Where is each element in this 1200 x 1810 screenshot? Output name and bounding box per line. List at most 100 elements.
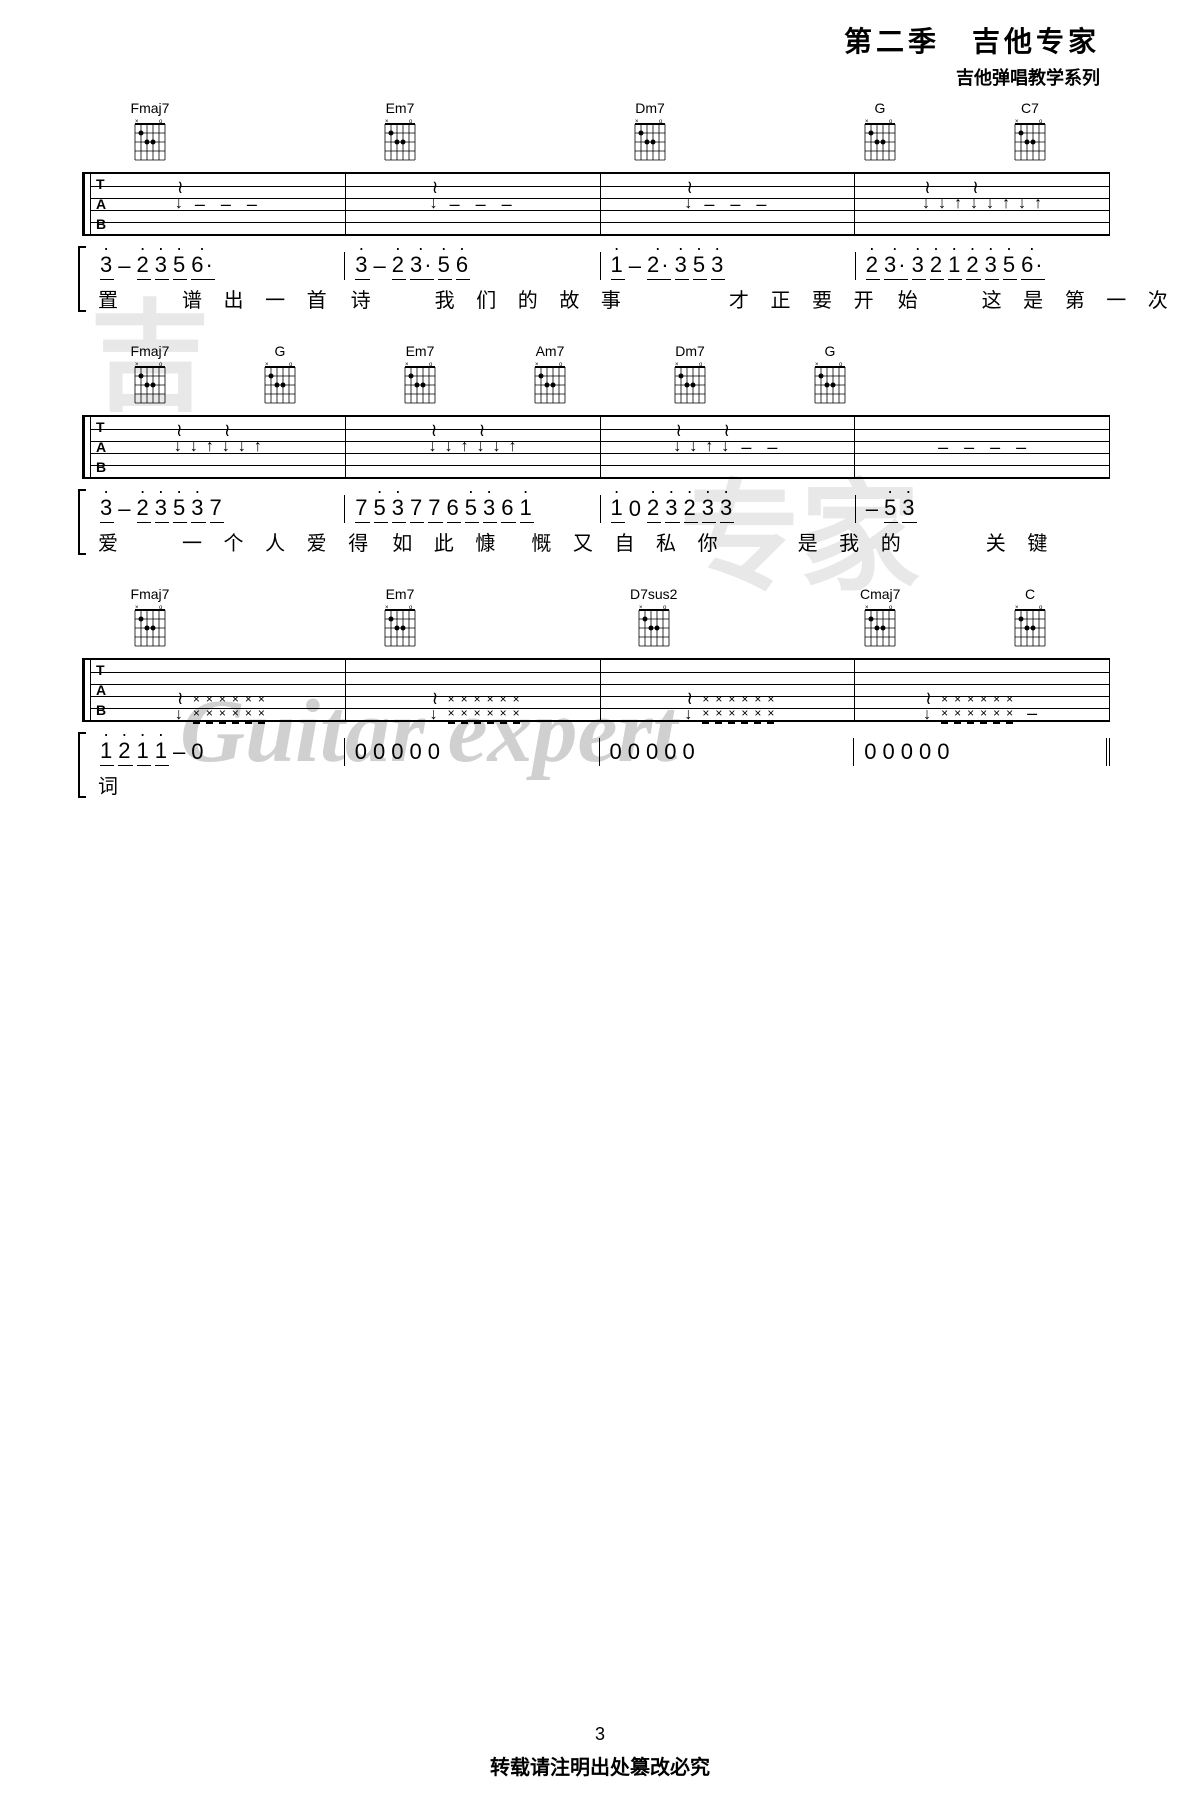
note: 7 (355, 495, 369, 523)
chord-name: Dm7 (675, 343, 705, 359)
mute-icon: ×× (967, 692, 974, 720)
jianpu-measure: 3 – 2 3 5 6· (90, 252, 345, 280)
strum-down-icon: ↓ (430, 706, 438, 724)
mute-icon: ×× (245, 692, 252, 720)
rest: – (964, 437, 974, 458)
note: 1 (611, 495, 625, 523)
strum-down-icon: ↓ (673, 438, 681, 456)
chord-name: D7sus2 (630, 586, 677, 602)
note: 3 (100, 495, 114, 523)
chord-block: G×o (260, 343, 300, 409)
note: 5 (1003, 252, 1017, 280)
tab-measure: ↓↓↑↓↓↑ (346, 417, 600, 477)
note: 3 (675, 252, 689, 280)
note: 0 (901, 739, 915, 765)
rest: – (1027, 703, 1037, 724)
music-system: Fmaj7×oEm7×oD7sus2×oCmaj7×oC×oTAB↓××××××… (90, 586, 1110, 799)
lyric-measure: 关 键 (922, 527, 1110, 556)
tab-measure: ↓↓↑↓–– (601, 417, 855, 477)
lyric-measure: 始 这 是 第 一 次 (890, 284, 1184, 313)
lyric-measure (600, 770, 855, 799)
chord-diagram: ×o (1010, 604, 1050, 652)
svg-text:×: × (135, 362, 139, 368)
jianpu-measure: 0 0 0 0 0 (854, 738, 1110, 766)
mute-icon: ×× (767, 692, 774, 720)
tab-staff: TAB↓–––↓–––↓–––↓↓↑↓↓↑↓↑ (90, 172, 1110, 236)
mute-icon: ×× (941, 692, 948, 720)
chord-diagram: ×o (670, 361, 710, 409)
strum-up-icon: ↑ (954, 195, 962, 213)
lyric-row: 爱 一 个 人 爱 得如 此 慷 慨 又 自 私 你 是 我 的 关 键 (90, 527, 1110, 556)
svg-text:×: × (675, 362, 679, 368)
mute-icon: ×× (980, 692, 987, 720)
note: 3 (902, 495, 916, 523)
note: 6· (191, 252, 215, 280)
svg-text:×: × (635, 119, 639, 125)
note: 0 (883, 739, 897, 765)
mute-icon: ×× (461, 692, 468, 720)
chord-diagram: ×o (400, 361, 440, 409)
lyric-measure: 诗 我 们 的 故 事 (343, 284, 637, 313)
tab-measure: ↓––– (346, 174, 600, 234)
note: 6· (1021, 252, 1045, 280)
note: 2 (866, 252, 880, 280)
tab-measure: ↓––– (91, 174, 345, 234)
lyric-row: 置 谱 出 一 首诗 我 们 的 故 事 才 正 要 开始 这 是 第 一 次 (90, 284, 1110, 313)
note: 5 (173, 495, 187, 523)
strum-up-icon: ↑ (1034, 195, 1042, 213)
chord-row: Fmaj7×oG×oEm7×oAm7×oDm7×oG×o (90, 343, 1110, 413)
note: 0 (864, 739, 878, 765)
lyric-row: 词 (90, 770, 1110, 799)
chord-block: Em7×o (400, 343, 440, 409)
strum-down-icon: ↓ (477, 438, 485, 456)
chord-block: Am7×o (530, 343, 570, 409)
svg-text:×: × (815, 362, 819, 368)
note: 0 (610, 739, 624, 765)
chord-block: Em7×o (380, 100, 420, 166)
strum-down-icon: ↓ (684, 706, 692, 724)
mute-icon: ×× (258, 692, 265, 720)
svg-text:×: × (405, 362, 409, 368)
strum-down-icon: ↓ (938, 195, 946, 213)
strum-down-icon: ↓ (445, 438, 453, 456)
note: 1 (611, 252, 625, 280)
jianpu-row: 3 – 2 3 5 3 7 7 5 3 7 7 6 5 3 6 1 1 0 2 … (90, 495, 1110, 523)
rest: – (756, 194, 766, 215)
rest: – (741, 437, 751, 458)
svg-text:×: × (639, 605, 643, 611)
strum-down-icon: ↓ (430, 195, 438, 213)
chord-block: D7sus2×o (630, 586, 677, 652)
note: 3· (884, 252, 908, 280)
chord-block: G×o (810, 343, 850, 409)
chord-block: Fmaj7×o (130, 586, 170, 652)
chord-diagram: ×o (810, 361, 850, 409)
mute-icon: ×× (474, 692, 481, 720)
mute-icon: ×× (741, 692, 748, 720)
note: – (173, 739, 187, 765)
note: 3 (100, 252, 114, 280)
chord-diagram: ×o (530, 361, 570, 409)
note: 2 (966, 252, 980, 280)
tab-measure: ↓↓↑↓↓↑ (91, 417, 345, 477)
rest: – (450, 194, 460, 215)
tab-measure: ↓↓↑↓↓↑↓↑ (855, 174, 1109, 234)
note: – (118, 253, 132, 279)
header-subtitle: 吉他弹唱教学系列 (0, 64, 1100, 90)
svg-text:×: × (135, 119, 139, 125)
note: 1 (948, 252, 962, 280)
rest: – (938, 437, 948, 458)
note: 7 (428, 495, 442, 523)
strum-down-icon: ↓ (689, 438, 697, 456)
mute-icon: ×× (500, 692, 507, 720)
note: 3 (392, 495, 406, 523)
strum-down-icon: ↓ (923, 706, 931, 724)
mute-icon: ×× (193, 692, 200, 720)
jianpu-row: 3 – 2 3 5 6· 3 – 2 3· 5 6 1 – 2· 3 5 3 2… (90, 252, 1110, 280)
footer-text: 转载请注明出处篡改必究 (0, 1751, 1200, 1780)
strum-down-icon: ↓ (238, 438, 246, 456)
note: 5 (693, 252, 707, 280)
note: 2 (930, 252, 944, 280)
note: 5 (465, 495, 479, 523)
mute-icon: ×× (487, 692, 494, 720)
svg-text:×: × (385, 119, 389, 125)
